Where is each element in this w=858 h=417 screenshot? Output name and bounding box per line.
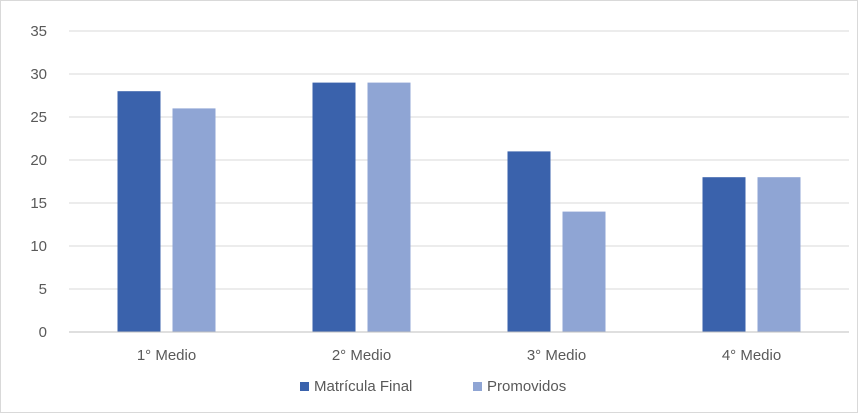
legend-label: Promovidos (487, 378, 566, 395)
y-tick-label: 25 (30, 109, 47, 126)
legend-swatch (300, 382, 309, 391)
y-tick-label: 5 (39, 281, 47, 298)
bars (117, 82, 801, 333)
legend: Matrícula Final Promovidos (300, 378, 566, 395)
y-tick-label: 20 (30, 152, 47, 169)
y-tick-label: 30 (30, 66, 47, 83)
bar-matricula-final (507, 151, 551, 332)
legend-label: Matrícula Final (314, 378, 412, 395)
bar-promovidos (757, 177, 801, 332)
bar-promovidos (172, 108, 216, 333)
bar-promovidos (562, 211, 606, 332)
legend-swatch (473, 382, 482, 391)
x-tick-label: 2° Medio (332, 347, 391, 364)
x-axis-tick-labels: 1° Medio 2° Medio 3° Medio 4° Medio (137, 347, 781, 364)
bar-promovidos (367, 82, 411, 332)
y-tick-label: 0 (39, 324, 47, 341)
y-tick-label: 10 (30, 238, 47, 255)
x-tick-label: 1° Medio (137, 347, 196, 364)
y-tick-label: 15 (30, 195, 47, 212)
y-tick-label: 35 (30, 23, 47, 40)
x-tick-label: 3° Medio (527, 347, 586, 364)
y-axis-tick-labels: 0 5 10 15 20 25 30 35 (30, 23, 47, 341)
bar-matricula-final (312, 82, 356, 332)
bar-matricula-final (702, 177, 746, 332)
bar-matricula-final (117, 91, 161, 332)
x-tick-label: 4° Medio (722, 347, 781, 364)
